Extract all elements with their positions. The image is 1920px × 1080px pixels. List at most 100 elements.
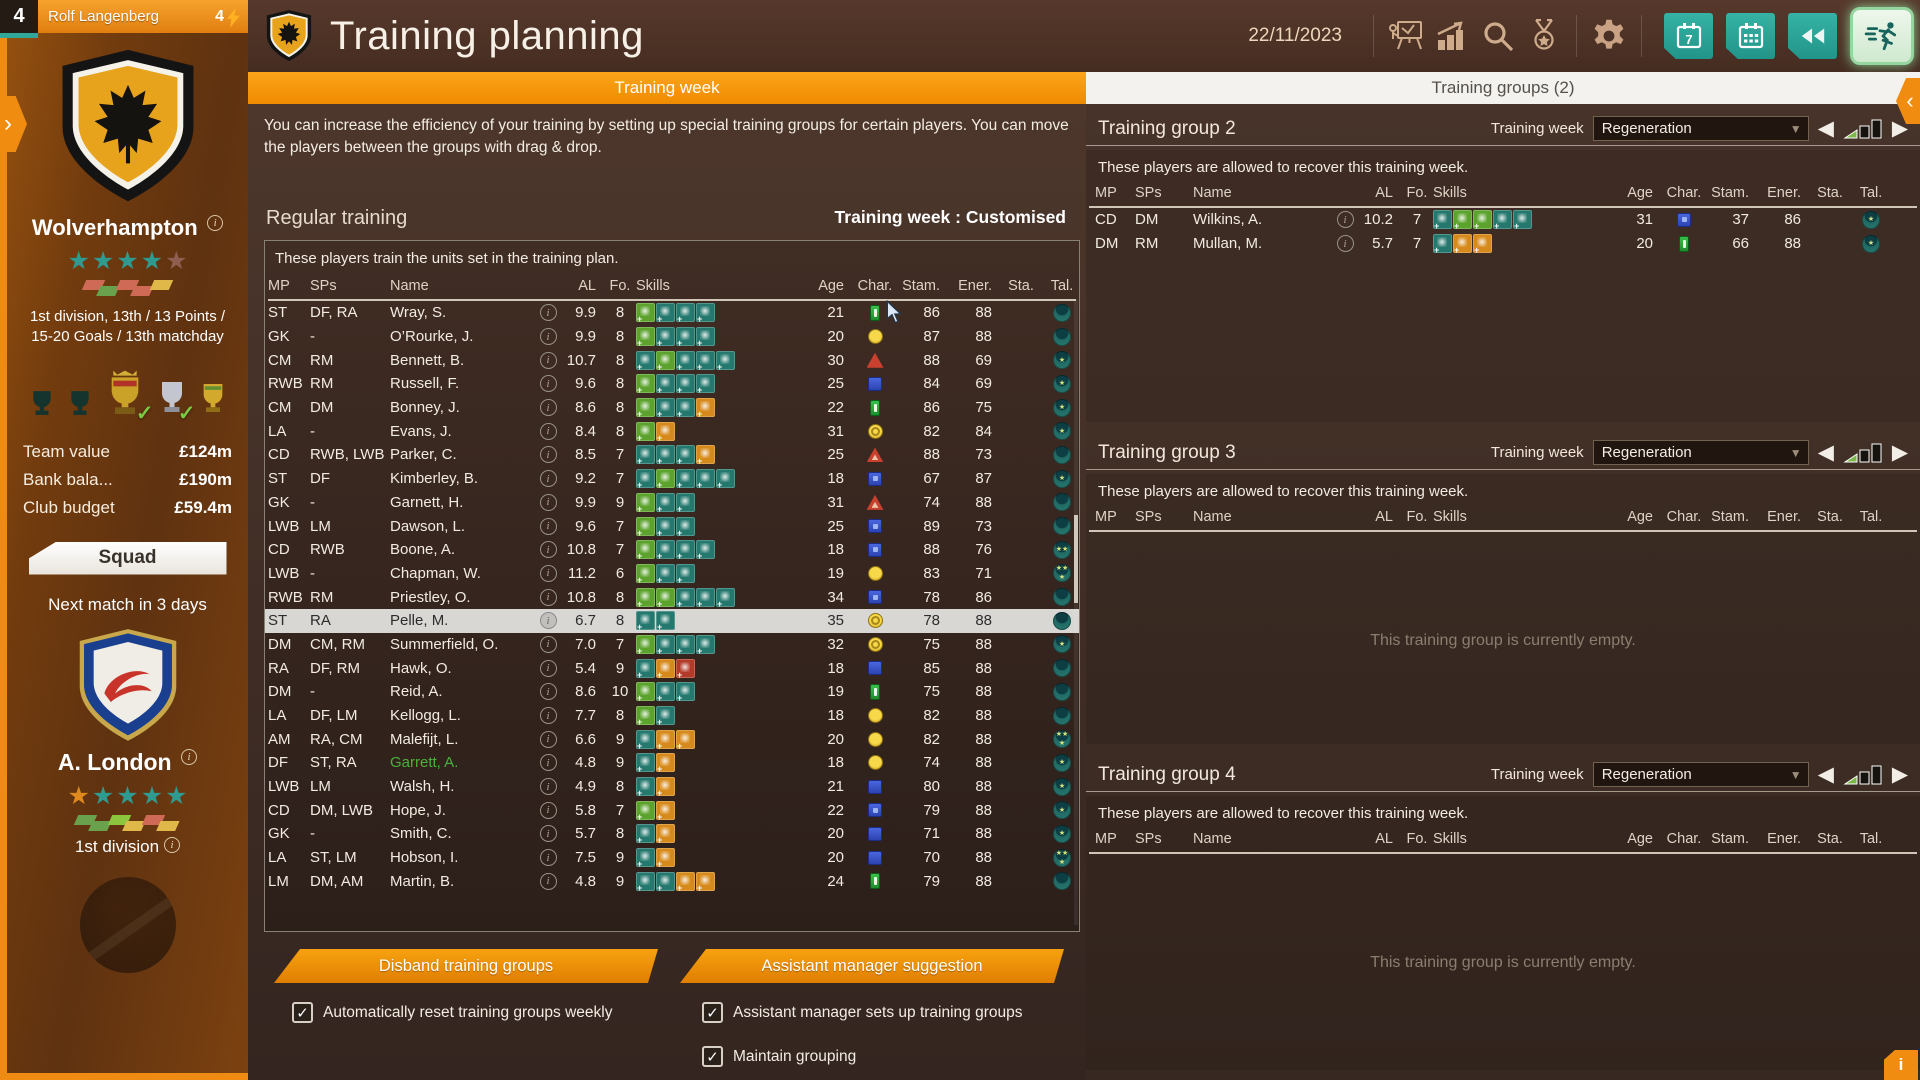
- info-icon[interactable]: i: [539, 328, 557, 346]
- checkbox-assistant-sets-groups[interactable]: ✓ Assistant manager sets up training grou…: [702, 1002, 1023, 1023]
- info-icon[interactable]: i: [539, 801, 557, 819]
- gear-icon[interactable]: [1591, 19, 1627, 53]
- info-icon[interactable]: i: [539, 730, 557, 748]
- info-icon[interactable]: i: [539, 399, 557, 417]
- info-icon[interactable]: i: [1336, 235, 1354, 253]
- scrollbar-track[interactable]: [1074, 299, 1078, 925]
- next-week-button[interactable]: ▶: [1891, 117, 1908, 140]
- player-row[interactable]: ST DF, RA Wray, S. i 9.9 8 21 86 88: [265, 301, 1079, 325]
- tab-training-week[interactable]: Training week: [248, 72, 1086, 104]
- info-icon[interactable]: i: [539, 659, 557, 677]
- checkbox-icon[interactable]: ✓: [702, 1002, 723, 1023]
- training-week-dropdown[interactable]: Regeneration ▼: [1592, 440, 1809, 465]
- disband-training-groups-button[interactable]: Disband training groups: [274, 949, 658, 983]
- manager-bar[interactable]: 4 Rolf Langenberg 4: [0, 0, 248, 33]
- info-icon[interactable]: i: [539, 872, 557, 890]
- info-icon[interactable]: i: [539, 754, 557, 772]
- player-row[interactable]: ST DF Kimberley, B. i 9.2 7 18 67 87 ★: [265, 467, 1079, 491]
- info-icon[interactable]: i: [539, 304, 557, 322]
- player-row[interactable]: DF ST, RA Garrett, A. i 4.8 9 18 74 88 ★: [265, 751, 1079, 775]
- info-icon[interactable]: i: [539, 825, 557, 843]
- scrollbar-thumb[interactable]: [1074, 515, 1078, 603]
- player-row[interactable]: ST RA Pelle, M. i 6.7 8 35 78 88: [265, 608, 1079, 633]
- info-icon[interactable]: i: [539, 541, 557, 559]
- info-icon[interactable]: i: [539, 707, 557, 725]
- checkbox-maintain-grouping[interactable]: ✓ Maintain grouping: [702, 1046, 856, 1067]
- assistant-manager-suggestion-button[interactable]: Assistant manager suggestion: [680, 949, 1064, 983]
- checkbox-icon[interactable]: ✓: [702, 1046, 723, 1067]
- training-group-section: Training group 4 Training week Regeneratio…: [1086, 758, 1920, 1076]
- player-row[interactable]: LA - Evans, J. i 8.4 8 31 82 84 ★: [265, 419, 1079, 443]
- next-week-button[interactable]: ▶: [1891, 441, 1908, 464]
- search-icon[interactable]: [1480, 19, 1516, 53]
- column-header: Tal.: [1859, 184, 1883, 201]
- info-icon[interactable]: i: [539, 470, 557, 488]
- calendar-day-button[interactable]: 7: [1664, 13, 1713, 59]
- opponent-division: 1st division: [74, 836, 160, 856]
- player-row[interactable]: CM DM Bonney, J. i 8.6 8 22 86 75 ★: [265, 396, 1079, 420]
- player-row[interactable]: RWB RM Russell, F. i 9.6 8 25 84 69 ★: [265, 372, 1079, 396]
- player-row[interactable]: RA DF, RM Hawk, O. i 5.4 9 18 85 88: [265, 656, 1079, 680]
- info-icon[interactable]: i: [539, 778, 557, 796]
- player-row[interactable]: LA ST, LM Hobson, I. i 7.5 9 20 70 88 ★★★: [265, 846, 1079, 870]
- char-indicator: [867, 755, 883, 771]
- info-icon[interactable]: i: [539, 588, 557, 606]
- checkbox-icon[interactable]: ✓: [292, 1002, 313, 1023]
- rewind-button[interactable]: [1788, 13, 1837, 59]
- player-row[interactable]: GK - O’Rourke, J. i 9.9 8 20 87 88: [265, 325, 1079, 349]
- info-icon[interactable]: i: [539, 612, 557, 630]
- player-row[interactable]: CD RWB Boone, A. i 10.8 7 18 88 76 ★★: [265, 538, 1079, 562]
- prev-week-button[interactable]: ◀: [1817, 117, 1834, 140]
- game-date: 22/11/2023: [1248, 25, 1342, 46]
- player-row[interactable]: LWB LM Walsh, H. i 4.9 8 21 80 88 ★: [265, 775, 1079, 799]
- player-row[interactable]: LM DM, AM Martin, B. i 4.8 9 24 79 88: [265, 870, 1079, 894]
- info-icon[interactable]: i: [539, 564, 557, 582]
- player-row[interactable]: DM CM, RM Summerfield, O. i 7.0 7 32 75 88 ★: [265, 633, 1079, 657]
- player-row[interactable]: GK - Garnett, H. i 9.9 9 31 74 88: [265, 491, 1079, 515]
- prev-week-button[interactable]: ◀: [1817, 441, 1834, 464]
- squad-button[interactable]: Squad: [28, 541, 227, 575]
- player-row[interactable]: LWB- Chapman, W. i 11.2 6 19 83 71 ★★★: [265, 562, 1079, 586]
- medal-icon[interactable]: [1526, 19, 1562, 53]
- flipchart-icon[interactable]: [1388, 19, 1424, 53]
- info-icon[interactable]: i: [207, 215, 224, 231]
- finance-row: Team value £124m: [23, 441, 232, 461]
- char-indicator: [868, 471, 882, 486]
- info-icon[interactable]: i: [539, 493, 557, 511]
- info-icon[interactable]: i: [539, 635, 557, 653]
- info-icon[interactable]: i: [539, 422, 557, 440]
- info-corner-badge[interactable]: i: [1884, 1050, 1918, 1080]
- info-icon[interactable]: i: [539, 375, 557, 393]
- info-icon[interactable]: i: [181, 748, 198, 765]
- player-row[interactable]: LWB LM Dawson, L. i 9.6 7 25 89 73: [265, 514, 1079, 538]
- player-row[interactable]: AM RA, CM Malefijt, L. i 6.6 9 20 82 88 ★★★: [265, 727, 1079, 751]
- player-row[interactable]: CD DM Wilkins, A. i 10.2 7 31 37 86 ★: [1086, 208, 1920, 232]
- training-button[interactable]: [1850, 7, 1914, 65]
- player-row[interactable]: DM RM Mullan, M. i 5.7 7 20 66 88 ★: [1086, 232, 1920, 256]
- player-name: Pelle, M.: [390, 612, 449, 630]
- prev-week-button[interactable]: ◀: [1817, 763, 1834, 786]
- info-icon[interactable]: i: [539, 849, 557, 867]
- player-row[interactable]: CD RWB, LWB Parker, C. i 8.5 7 25 88 73: [265, 443, 1079, 467]
- calendar-button[interactable]: [1726, 13, 1775, 59]
- tab-training-groups[interactable]: Training groups (2): [1086, 72, 1920, 104]
- training-week-dropdown[interactable]: Regeneration ▼: [1592, 762, 1809, 787]
- player-row[interactable]: GK - Smith, C. i 5.7 8 20 71 88 ★: [265, 822, 1079, 846]
- skill-tile: [656, 350, 675, 372]
- player-row[interactable]: LA DF, LM Kellogg, L. i 7.7 8 18 82 88: [265, 704, 1079, 728]
- training-group-title: Training group 4: [1098, 763, 1236, 785]
- info-icon[interactable]: i: [1336, 211, 1354, 229]
- info-icon[interactable]: i: [539, 351, 557, 369]
- info-icon[interactable]: i: [539, 446, 557, 464]
- info-icon[interactable]: i: [539, 683, 557, 701]
- training-week-dropdown[interactable]: Regeneration ▼: [1592, 116, 1809, 141]
- player-row[interactable]: CD DM, LWB Hope, J. i 5.8 7 22 79 88 ★: [265, 798, 1079, 822]
- player-row[interactable]: RWB RM Priestley, O. i 10.8 8 34 78 86: [265, 585, 1079, 609]
- player-row[interactable]: CM RM Bennett, B. i 10.7 8 30 88 69 ★: [265, 348, 1079, 372]
- info-icon[interactable]: i: [164, 836, 181, 853]
- next-week-button[interactable]: ▶: [1891, 763, 1908, 786]
- checkbox-auto-reset-groups[interactable]: ✓ Automatically reset training groups wee…: [292, 1002, 612, 1023]
- player-row[interactable]: DM- Reid, A. i 8.6 10 19 75 88: [265, 680, 1079, 704]
- chart-icon[interactable]: [1434, 19, 1470, 53]
- info-icon[interactable]: i: [539, 517, 557, 535]
